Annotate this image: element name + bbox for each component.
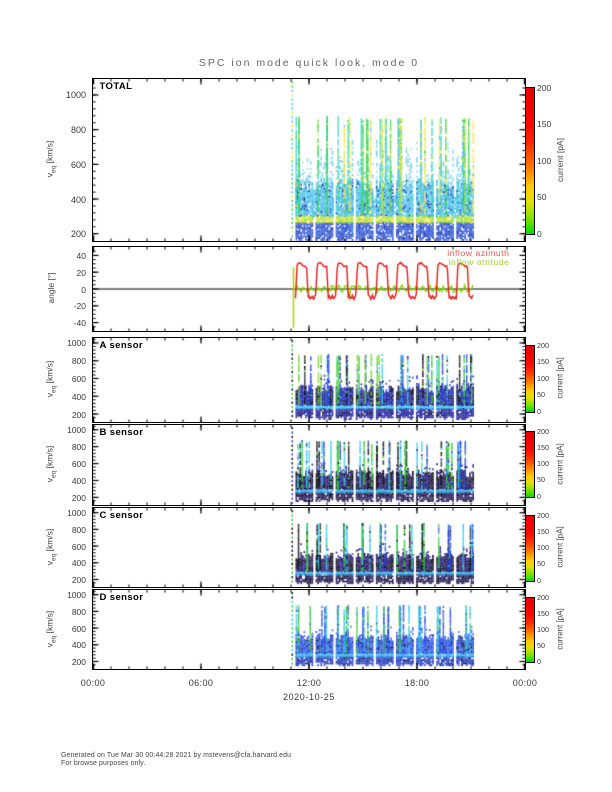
colorbar-tick-label-d: 150: [537, 608, 549, 618]
y-tick-label-c: 600: [71, 541, 86, 552]
colorbar-tick-label-b: 50: [537, 475, 545, 485]
panel-total-spectrogram: TOTAL: [91, 78, 526, 242]
legend-inflow-azimuth: inflow azimuth: [447, 248, 510, 258]
y-tick-label-angle: -20: [73, 301, 86, 312]
colorbar-label-c: current [pA]: [555, 526, 565, 568]
colorbar-tick-label-total: 0: [537, 228, 542, 239]
footer-browse-line: For browse purposes only.: [61, 760, 146, 768]
x-tick-0600: 06:00: [188, 678, 214, 688]
panel-b-sensor: B sensor: [91, 424, 526, 506]
colorbar-label-a: current [pA]: [555, 357, 565, 399]
y-tick-label-a: 800: [71, 356, 86, 367]
y-tick-label-total: 200: [70, 229, 86, 240]
y-tick-label-c: 200: [71, 574, 86, 585]
colorbar-total: [525, 87, 535, 235]
y-tick-label-d: 800: [71, 606, 86, 617]
y-tick-label-angle: 0: [81, 284, 86, 295]
colorbar-tick-label-total: 50: [537, 192, 547, 202]
colorbar-tick-label-c: 150: [537, 526, 549, 536]
footer: Generated on Tue Mar 30 00:44:28 2021 by…: [61, 752, 291, 769]
panel-a-sensor: A sensor: [91, 337, 526, 423]
y-tick-label-d: 200: [71, 656, 86, 667]
footer-generated-line: Generated on Tue Mar 30 00:44:28 2021 by…: [61, 752, 292, 759]
angle-lineplot-canvas: [92, 247, 525, 331]
x-tick-0000-right: 00:00: [512, 678, 538, 688]
c-sensor-spectrogram-canvas: [92, 508, 525, 587]
y-tick-label-d: 400: [71, 640, 86, 651]
x-tick-0000-left: 00:00: [80, 678, 106, 688]
y-tick-label-b: 400: [71, 475, 86, 486]
colorbar-label-d: current [pA]: [555, 608, 565, 650]
colorbar-tick-label-b: 200: [537, 426, 549, 436]
colorbar-a-sensor: [525, 345, 535, 413]
colorbar-label-b: current [pA]: [555, 443, 565, 485]
total-spectrogram-canvas: [92, 79, 525, 241]
y-tick-label-c: 1000: [67, 508, 86, 519]
y-tick-label-angle: 40: [76, 250, 86, 261]
x-tick-1200: 12:00: [296, 678, 322, 688]
y-tick-label-b: 1000: [67, 425, 86, 436]
y-tick-label-b: 800: [71, 442, 86, 453]
y-tick-label-a: 400: [71, 391, 86, 402]
colorbar-tick-label-d: 200: [537, 592, 549, 602]
b-sensor-spectrogram-canvas: [92, 425, 525, 505]
y-tick-label-angle: -40: [73, 318, 86, 329]
panel-label-d-sensor: D sensor: [99, 592, 144, 603]
colorbar-tick-label-d: 100: [537, 624, 549, 634]
y-tick-label-total: 800: [70, 125, 86, 136]
colorbar-tick-label-b: 100: [537, 459, 549, 468]
x-tick-1800: 18:00: [404, 678, 430, 688]
colorbar-tick-label-a: 150: [537, 357, 549, 366]
y-tick-label-total: 600: [70, 159, 86, 170]
d-sensor-spectrogram-canvas: [92, 590, 525, 669]
colorbar-tick-label-c: 50: [537, 559, 545, 569]
colorbar-tick-label-a: 200: [537, 340, 549, 350]
y-tick-label-b: 600: [71, 459, 86, 470]
panel-c-sensor: C sensor: [91, 507, 526, 588]
colorbar-tick-label-a: 50: [537, 390, 545, 399]
y-tick-label-d: 600: [71, 623, 86, 634]
colorbar-d-sensor: [525, 597, 535, 663]
y-tick-label-total: 1000: [65, 90, 86, 101]
panel-label-a-sensor: A sensor: [99, 340, 144, 351]
colorbar-tick-label-d: 50: [537, 640, 545, 650]
x-axis-date-label: 2020-10-25: [282, 692, 336, 702]
colorbar-tick-label-c: 0: [537, 575, 541, 585]
colorbar-tick-label-a: 0: [537, 406, 541, 416]
colorbar-c-sensor: [525, 515, 535, 582]
panel-label-total: TOTAL: [99, 81, 133, 92]
y-tick-label-a: 600: [71, 373, 86, 384]
colorbar-tick-label-total: 100: [537, 155, 552, 166]
y-tick-label-d: 1000: [67, 590, 86, 601]
panel-label-b-sensor: B sensor: [99, 427, 144, 438]
y-tick-label-total: 400: [70, 194, 86, 205]
colorbar-tick-label-d: 0: [537, 656, 541, 666]
panel-d-sensor: D sensor: [91, 589, 526, 670]
colorbar-tick-label-c: 100: [537, 543, 549, 552]
colorbar-tick-label-a: 100: [537, 373, 549, 383]
colorbar-tick-label-total: 150: [537, 119, 552, 129]
colorbar-tick-label-b: 150: [537, 442, 549, 452]
legend-inflow-attitude: inflow attitude: [448, 257, 510, 267]
panel-label-c-sensor: C sensor: [99, 510, 144, 521]
y-tick-label-a: 200: [71, 409, 86, 420]
colorbar-tick-label-b: 0: [537, 491, 541, 501]
y-tick-label-c: 400: [71, 558, 86, 569]
y-tick-label-b: 200: [71, 492, 86, 503]
y-tick-label-angle: 20: [76, 267, 86, 278]
panel-inflow-angle: inflow azimuth inflow attitude: [91, 246, 526, 332]
plot-title: SPC ion mode quick look, mode 0: [198, 57, 420, 69]
colorbar-tick-label-c: 200: [537, 510, 549, 520]
colorbar-tick-label-total: 200: [537, 82, 552, 93]
y-tick-label-a: 1000: [67, 338, 86, 349]
colorbar-label-total: current [pA]: [555, 138, 565, 182]
a-sensor-spectrogram-canvas: [92, 338, 525, 422]
colorbar-b-sensor: [525, 431, 535, 498]
y-tick-label-c: 800: [71, 524, 86, 535]
